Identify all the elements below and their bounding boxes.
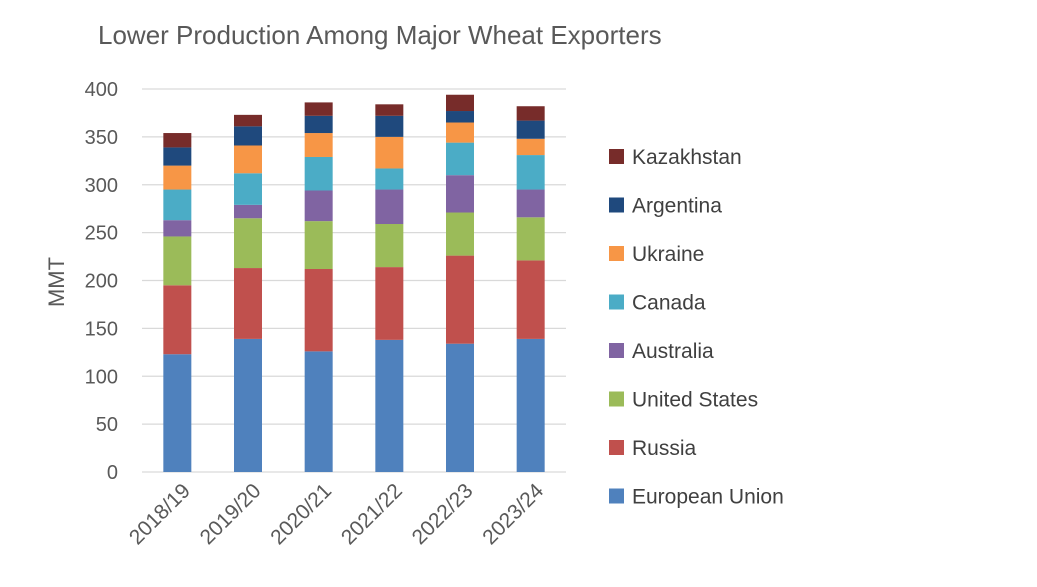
legend-swatch: [609, 246, 624, 261]
legend-label: Kazakhstan: [632, 146, 742, 169]
legend-swatch: [609, 149, 624, 164]
bar-segment: [304, 221, 333, 270]
x-tick-label: 2019/20: [196, 479, 266, 549]
bar-segment: [304, 156, 333, 191]
bar-segment: [516, 260, 545, 339]
y-tick-label: 200: [85, 271, 118, 293]
legend-swatch: [609, 440, 624, 455]
bar-segment: [163, 354, 192, 472]
y-tick-label: 150: [85, 318, 118, 340]
bar-segment: [304, 115, 333, 134]
bar-segment: [375, 168, 404, 190]
gridlines: [142, 88, 566, 473]
bar-segment: [163, 147, 192, 166]
y-axis-label: MMT: [44, 257, 69, 307]
x-tick-label: 2022/23: [408, 479, 478, 549]
bar-segment: [234, 173, 262, 205]
x-axis-ticks: 2018/19 2019/20 2020/21 2021/22 2022/23 2023/…: [125, 479, 548, 549]
bar-segment: [234, 126, 262, 146]
bar-segment: [304, 269, 333, 352]
y-tick-label: 100: [85, 366, 118, 388]
y-tick-label: 250: [85, 223, 118, 245]
y-tick-label: 350: [85, 127, 118, 149]
bar-segment: [516, 120, 545, 139]
bar-segment: [516, 189, 545, 218]
bar-segment: [304, 133, 333, 157]
bar-segment: [446, 122, 474, 143]
bar-segment: [516, 338, 545, 472]
bar-segment: [375, 115, 404, 137]
bar-segment: [375, 339, 404, 472]
bar-segment: [234, 204, 262, 219]
legend-swatch: [609, 488, 624, 504]
bar-segment: [163, 285, 192, 355]
bar-segment: [375, 267, 404, 340]
legend-label: Ukraine: [632, 243, 704, 266]
y-tick-label: 0: [107, 462, 118, 484]
legend: Kazakhstan Argentina Ukraine Canada Australi…: [609, 146, 784, 509]
bar-segment: [446, 212, 474, 256]
bars: [163, 94, 545, 472]
bar-segment: [446, 255, 474, 344]
y-tick-label: 300: [85, 175, 118, 197]
bar-segment: [516, 138, 545, 156]
bar-segment: [234, 145, 262, 174]
bar-segment: [304, 190, 333, 222]
y-axis-ticks: 0 50 100 150 200 250 300 350 400: [85, 79, 118, 484]
chart-title: Lower Production Among Major Wheat Expor…: [98, 20, 662, 50]
bar-segment: [163, 236, 192, 286]
bar-segment: [375, 224, 404, 268]
legend-swatch: [609, 294, 624, 310]
x-tick-label: 2021/22: [337, 479, 407, 549]
bar-segment: [375, 104, 404, 116]
bar-segment: [446, 142, 474, 176]
bar-segment: [375, 189, 404, 225]
bar-segment: [375, 136, 404, 169]
bar-segment: [234, 218, 262, 269]
legend-label: European Union: [632, 486, 784, 509]
legend-label: Canada: [632, 292, 706, 315]
bar-segment: [234, 114, 262, 127]
bar-segment: [304, 351, 333, 472]
bar-segment: [304, 102, 333, 116]
bar-segment: [163, 133, 192, 148]
legend-swatch: [609, 343, 624, 358]
bar-segment: [446, 111, 474, 123]
y-tick-label: 50: [96, 414, 118, 436]
bar-segment: [516, 155, 545, 190]
bar-segment: [163, 165, 192, 190]
bar-segment: [446, 343, 474, 472]
bar-segment: [163, 189, 192, 221]
legend-swatch: [609, 197, 624, 213]
legend-label: United States: [632, 389, 758, 412]
bar-segment: [516, 106, 545, 121]
x-tick-label: 2023/24: [478, 479, 548, 549]
legend-label: Argentina: [632, 195, 722, 218]
bar-segment: [234, 268, 262, 339]
x-tick-label: 2020/21: [266, 479, 336, 549]
legend-label: Russia: [632, 437, 697, 460]
bar-segment: [163, 220, 192, 237]
legend-label: Australia: [632, 340, 714, 363]
x-tick-label: 2018/19: [125, 479, 195, 549]
bar-segment: [234, 338, 262, 472]
legend-swatch: [609, 391, 624, 407]
bar-segment: [516, 217, 545, 261]
bar-segment: [446, 175, 474, 213]
bar-segment: [446, 94, 474, 112]
y-tick-label: 400: [85, 79, 118, 101]
